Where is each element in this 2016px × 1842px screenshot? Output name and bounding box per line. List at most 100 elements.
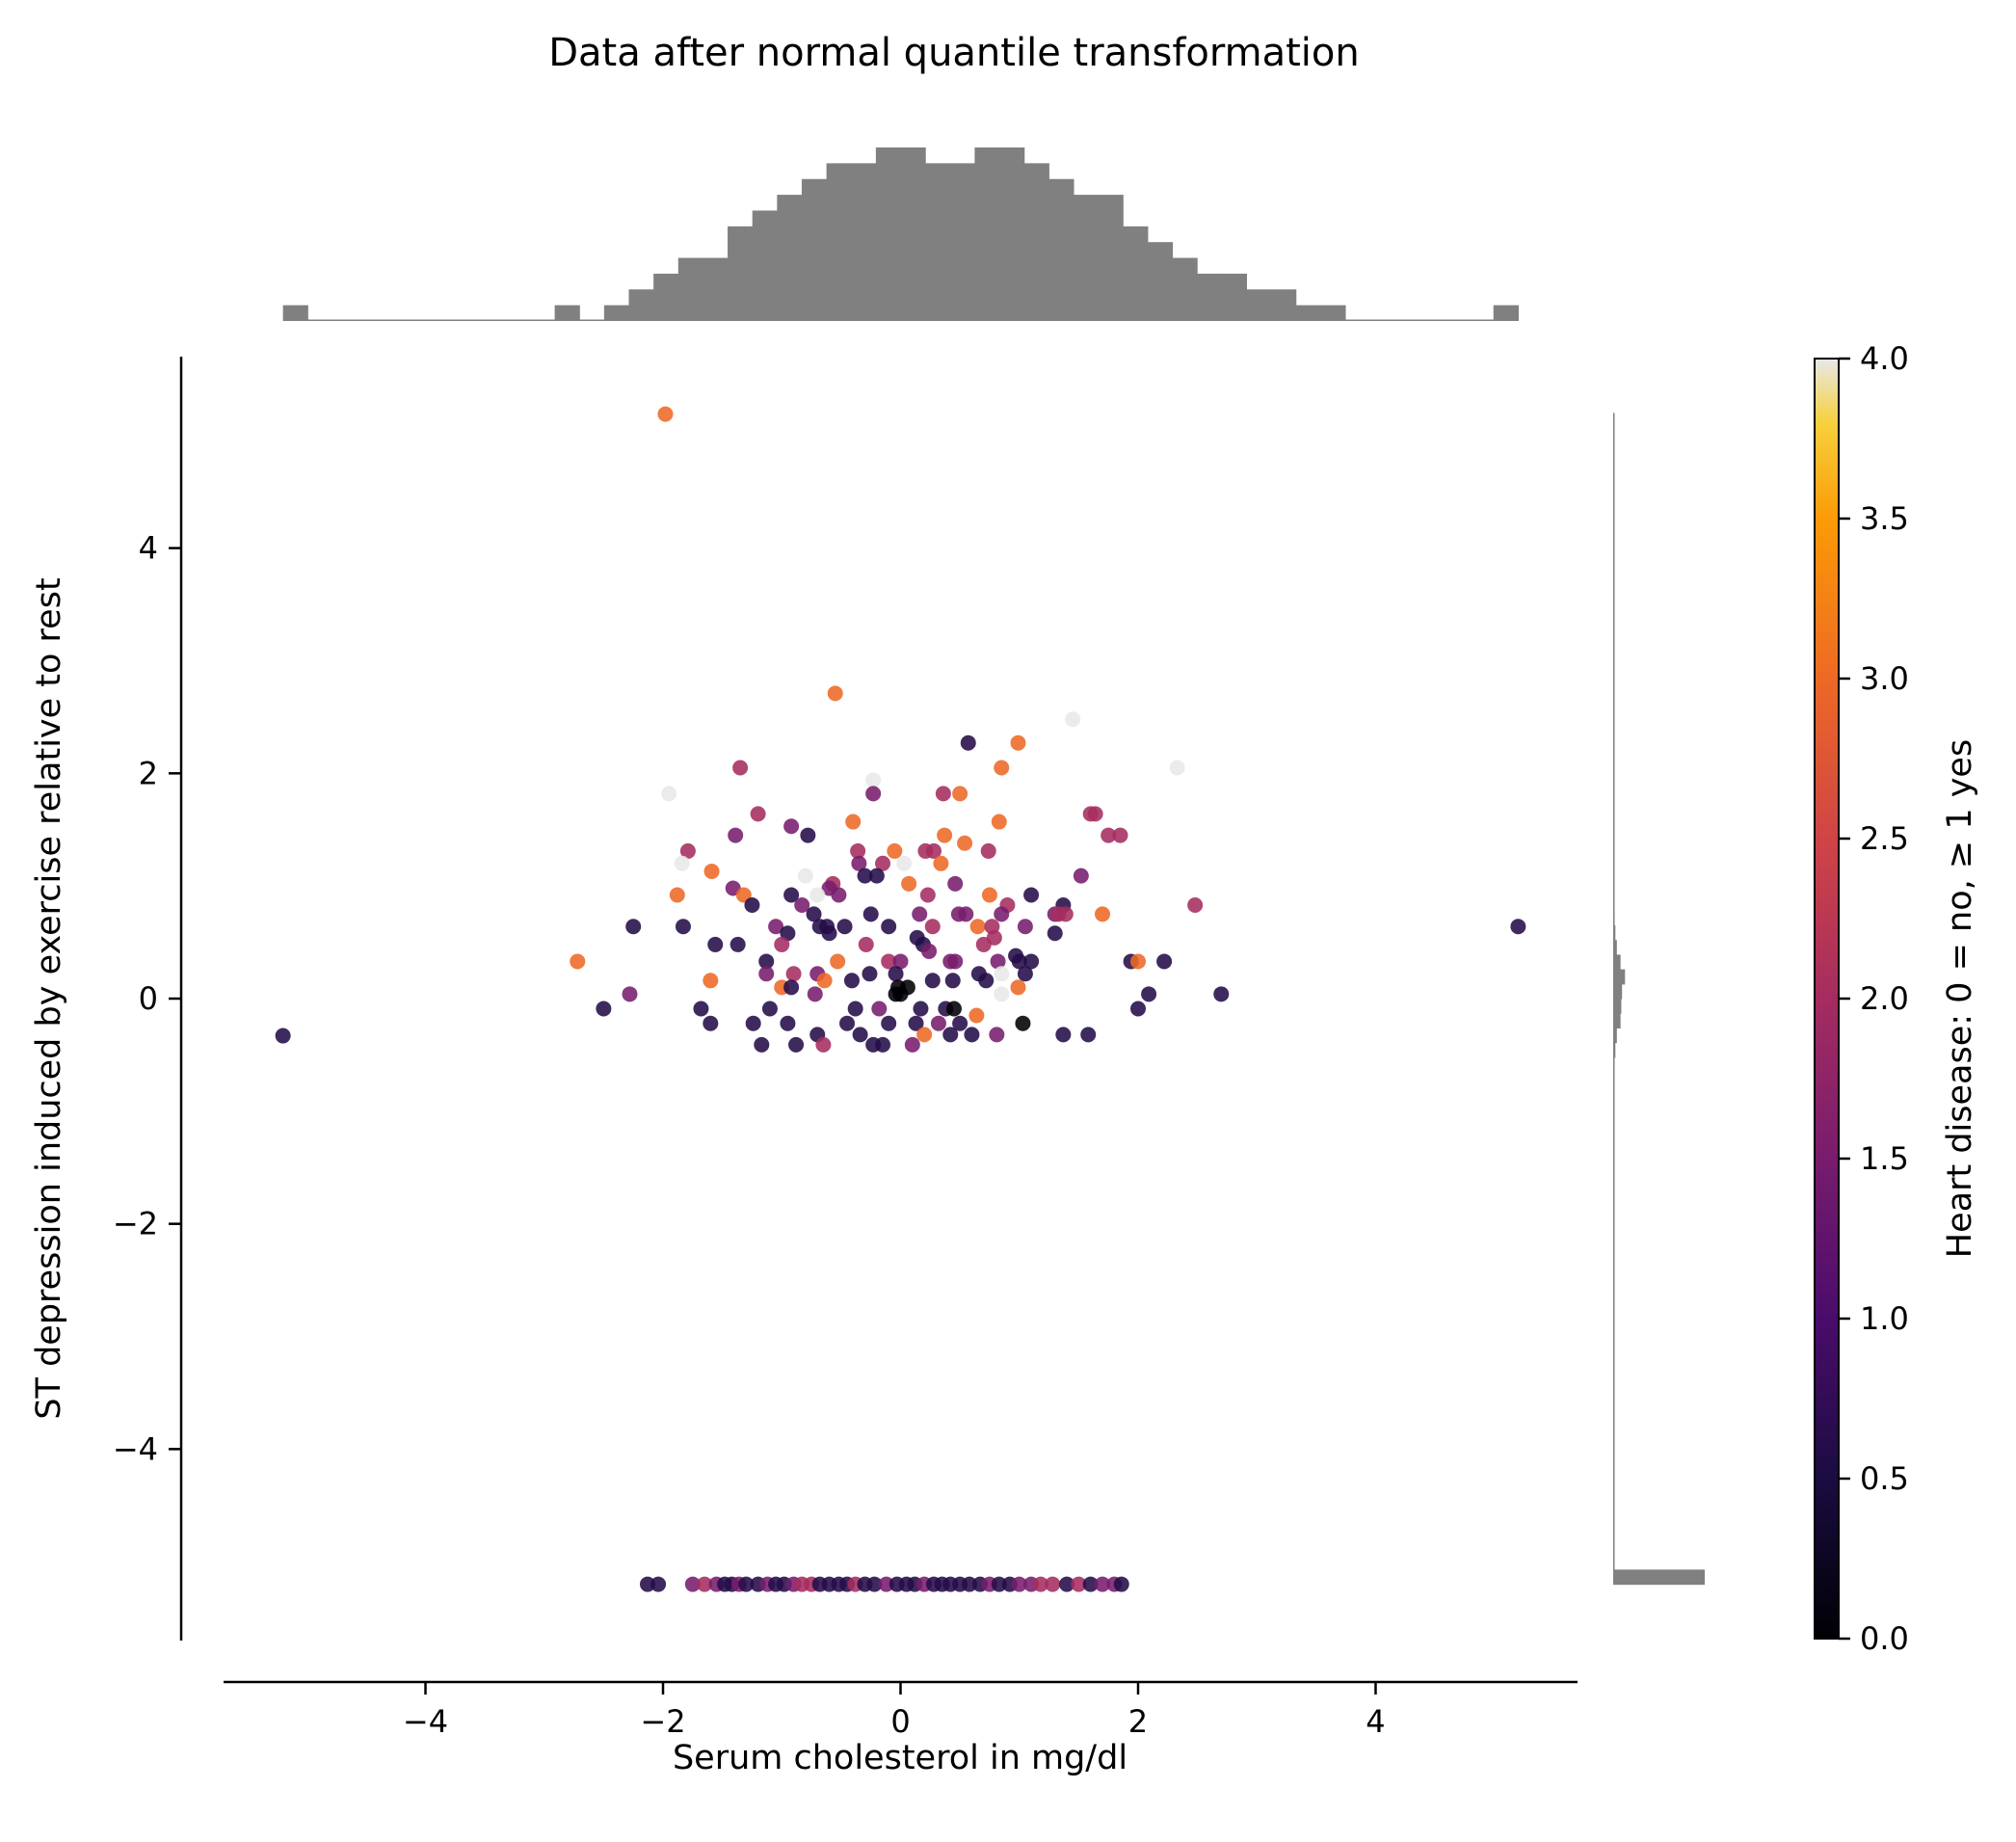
y-histogram-bar bbox=[1613, 779, 1615, 794]
scatter-point bbox=[919, 887, 936, 903]
y-histogram-bar bbox=[1613, 867, 1615, 883]
x-histogram-bar bbox=[875, 147, 902, 321]
scatter-point bbox=[728, 827, 744, 843]
scatter-point bbox=[912, 906, 928, 922]
scatter-point bbox=[851, 855, 867, 871]
scatter-point bbox=[1129, 1001, 1146, 1017]
y-histogram-bar bbox=[1613, 647, 1615, 663]
scatter-point bbox=[738, 1576, 755, 1592]
colorbar-tick-label: 0.0 bbox=[1860, 1620, 1909, 1657]
y-histogram-bar bbox=[1613, 1452, 1615, 1468]
y-histogram-bar bbox=[1613, 1540, 1615, 1556]
x-tick-label: 0 bbox=[890, 1703, 910, 1740]
y-axis-title: ST depression induced by exercise relati… bbox=[30, 577, 68, 1419]
scatter-point bbox=[888, 966, 904, 982]
scatter-point bbox=[1059, 1576, 1075, 1592]
scatter-point bbox=[639, 1576, 655, 1592]
x-histogram-bar bbox=[1197, 273, 1223, 321]
x-histogram-bar bbox=[925, 163, 951, 321]
scatter-point bbox=[871, 1001, 888, 1017]
y-histogram-bar bbox=[1613, 618, 1615, 633]
scatter-point bbox=[945, 1001, 962, 1017]
scatter-point bbox=[1065, 711, 1081, 728]
scatter-point bbox=[937, 827, 953, 843]
y-tick-label: −2 bbox=[113, 1206, 158, 1242]
y-histogram-bar bbox=[1613, 1496, 1615, 1512]
scatter-point bbox=[1073, 868, 1089, 884]
colorbar-tick-label: 1.5 bbox=[1860, 1140, 1909, 1177]
x-histogram-bar bbox=[653, 273, 679, 321]
y-histogram-bar bbox=[1613, 1174, 1615, 1190]
x-histogram-bar bbox=[1369, 319, 1395, 321]
y-tick-label: 0 bbox=[139, 980, 158, 1017]
scatter-point bbox=[1080, 1027, 1097, 1043]
scatter-point bbox=[821, 925, 837, 942]
scatter-point bbox=[968, 1007, 985, 1024]
scatter-point bbox=[1082, 806, 1099, 822]
y-histogram-bar bbox=[1613, 1042, 1616, 1058]
x-histogram-bar bbox=[431, 319, 457, 321]
y-histogram-bar bbox=[1613, 720, 1615, 736]
scatter-point bbox=[1010, 734, 1026, 751]
scatter-point bbox=[785, 966, 802, 982]
y-histogram-bar bbox=[1613, 983, 1623, 1000]
scatter-point bbox=[994, 760, 1010, 776]
y-histogram-bar bbox=[1613, 822, 1615, 839]
colorbar-tick-label: 2.5 bbox=[1860, 820, 1909, 857]
y-histogram-bar bbox=[1613, 1144, 1615, 1161]
x-histogram-bar bbox=[1073, 195, 1100, 321]
y-histogram-bar bbox=[1613, 1217, 1615, 1234]
colorbar-tick-label: 1.0 bbox=[1860, 1300, 1909, 1337]
y-histogram-bar bbox=[1613, 1188, 1615, 1205]
scatter-point bbox=[944, 973, 961, 989]
x-histogram-bar bbox=[456, 319, 482, 321]
scatter-point bbox=[930, 1015, 946, 1031]
scatter-point bbox=[862, 966, 878, 982]
scatter-point bbox=[1156, 953, 1173, 970]
scatter-point bbox=[783, 818, 800, 835]
x-histogram-bar bbox=[974, 147, 1000, 321]
scatter-point bbox=[947, 953, 964, 970]
scatter-point bbox=[761, 1001, 778, 1017]
scatter-point bbox=[729, 936, 746, 952]
y-histogram-bar bbox=[1613, 763, 1615, 780]
scatter-point bbox=[707, 936, 724, 952]
y-histogram-bar bbox=[1613, 602, 1615, 619]
y-histogram-bar bbox=[1613, 1335, 1615, 1351]
colorbar bbox=[1814, 358, 1840, 1640]
scatter-point bbox=[669, 887, 685, 903]
y-histogram-bar bbox=[1613, 1071, 1615, 1087]
x-histogram-bar bbox=[1344, 319, 1371, 321]
scatter-point bbox=[1015, 1015, 1031, 1031]
scatter-point bbox=[794, 897, 810, 914]
x-histogram-bar bbox=[999, 147, 1025, 321]
scatter-point bbox=[896, 855, 913, 871]
y-histogram-bar bbox=[1613, 749, 1615, 765]
y-histogram-bar bbox=[1613, 529, 1615, 546]
y-histogram-bar bbox=[1613, 427, 1615, 443]
scatter-point bbox=[703, 1015, 719, 1031]
scatter-point bbox=[878, 1576, 894, 1592]
scatter-point bbox=[684, 1576, 701, 1592]
scatter-point bbox=[969, 919, 986, 935]
x-histogram-bar bbox=[949, 163, 976, 321]
scatter-point bbox=[807, 986, 823, 1002]
scatter-point bbox=[933, 855, 949, 871]
y-histogram-bar bbox=[1613, 1247, 1615, 1264]
y-histogram-bar bbox=[1613, 1101, 1615, 1117]
scatter-point bbox=[744, 897, 760, 914]
scatter-point bbox=[1112, 827, 1128, 843]
x-histogram-bar bbox=[1493, 305, 1519, 321]
y-tick-label: 2 bbox=[139, 755, 158, 791]
scatter-point bbox=[981, 887, 997, 903]
x-histogram-bar bbox=[382, 319, 408, 321]
x-histogram-bar bbox=[851, 163, 877, 321]
scatter-point bbox=[570, 953, 586, 970]
x-histogram-bar bbox=[1271, 289, 1297, 321]
y-histogram-bar bbox=[1613, 545, 1615, 560]
y-histogram-bar bbox=[1613, 999, 1622, 1014]
scatter-point bbox=[679, 842, 696, 859]
scatter-point bbox=[916, 1027, 933, 1043]
scatter-point bbox=[942, 1027, 959, 1043]
scatter-point bbox=[865, 772, 882, 788]
